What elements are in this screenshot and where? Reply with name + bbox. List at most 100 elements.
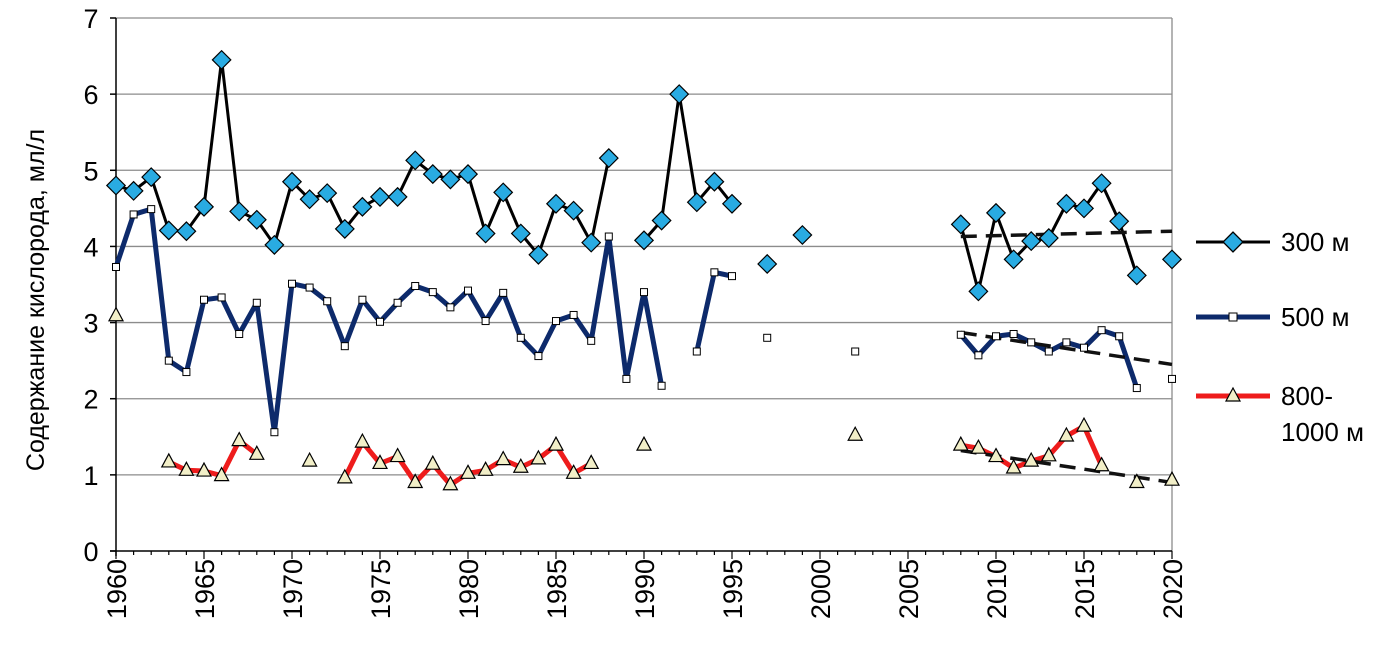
series-1-point-2008 — [956, 330, 965, 339]
series-1-point-1970 — [288, 279, 296, 288]
series-0-point-1960 — [105, 175, 127, 196]
series-2-point-2016 — [1093, 456, 1110, 472]
y-tick-label-7: 7 — [83, 4, 98, 34]
series-0-point-1992 — [669, 84, 690, 105]
series-0-point-1985 — [545, 193, 567, 214]
x-tick-label-1975: 1975 — [366, 559, 396, 619]
series-0-point-1962 — [141, 167, 162, 188]
series-1-point-1964 — [182, 368, 191, 377]
series-1-point-1997 — [763, 333, 772, 342]
x-tick-label-1995: 1995 — [718, 559, 748, 619]
legend-label-500: 500 м — [1281, 302, 1349, 332]
series-2-point-1980 — [459, 464, 477, 479]
series-1-point-1993 — [692, 347, 701, 356]
series-1-point-1979 — [446, 303, 455, 312]
y-tick-label-5: 5 — [83, 156, 98, 186]
x-tick-label-2020: 2020 — [1158, 559, 1188, 619]
series-0-point-2008 — [950, 214, 971, 235]
series-1-point-1975 — [376, 317, 384, 326]
series-1-point-1995 — [728, 272, 736, 281]
y-tick-label-4: 4 — [83, 232, 98, 262]
series-0-point-1988 — [598, 148, 619, 169]
series-2-point-2014 — [1058, 426, 1075, 442]
x-tick-label-1965: 1965 — [190, 559, 220, 619]
series-2-point-2020 — [1163, 470, 1181, 486]
series-2-point-1971 — [301, 451, 318, 467]
series-0-point-2020 — [1161, 249, 1183, 270]
series-0-point-2017 — [1109, 211, 1130, 232]
legend-marker-800-1000 — [1224, 386, 1242, 402]
series-1-point-1969 — [270, 428, 279, 437]
series-2-point-1987 — [583, 454, 600, 470]
y-tick-label-0: 0 — [83, 537, 98, 567]
series-0-point-1983 — [510, 223, 531, 244]
legend-marker-500 — [1228, 312, 1238, 322]
series-0-trend-line — [960, 229, 1173, 239]
series-0-point-1991 — [651, 210, 672, 231]
series-1-point-2002 — [851, 347, 860, 356]
series-0-point-1976 — [387, 186, 408, 207]
y-tick-label-2: 2 — [83, 385, 98, 415]
series-2-point-1976 — [389, 447, 406, 463]
series-0-point-2013 — [1038, 228, 1059, 249]
series-1-point-2010 — [992, 332, 1000, 341]
series-1-point-2012 — [1027, 338, 1036, 347]
series-2-point-1985 — [547, 435, 565, 451]
series-1-point-1989 — [622, 374, 631, 383]
series-0-point-1969 — [264, 234, 285, 255]
grid-lines — [116, 17, 1173, 551]
series-2-point-1990 — [635, 435, 653, 451]
series-2-point-1965 — [195, 461, 213, 477]
series-1-point-1988 — [604, 232, 613, 241]
series-0-point-2011 — [1003, 249, 1024, 270]
series-2-point-2009 — [970, 438, 987, 454]
series-2-point-1974 — [354, 432, 371, 448]
legend-item-500: 500 м — [1196, 302, 1349, 332]
legend-label-800-1000-line1: 800- — [1281, 381, 1333, 411]
series-0-point-1977 — [405, 150, 426, 171]
series-0-point-1997 — [757, 253, 778, 274]
series-0-point-1979 — [440, 169, 461, 190]
series-1-point-2011 — [1009, 329, 1018, 338]
series-1-point-2013 — [1044, 347, 1053, 356]
series-1-point-1980 — [464, 286, 472, 295]
series-2-point-1968 — [248, 445, 265, 460]
axes — [110, 17, 1173, 559]
series-2-point-1977 — [407, 473, 424, 489]
series-0-point-1980 — [457, 164, 479, 185]
series-2-point-2010 — [987, 447, 1005, 463]
x-tick-label-1970: 1970 — [278, 559, 308, 619]
series-1-point-1966 — [217, 293, 226, 302]
series-2-point-2002 — [847, 425, 864, 441]
y-tick-labels: 0 1 2 3 4 5 6 7 — [83, 4, 98, 567]
series-0-point-1963 — [158, 220, 179, 241]
series-1-point-2018 — [1132, 384, 1141, 393]
series-0-point-1990 — [633, 230, 655, 251]
series-2 — [107, 306, 1181, 491]
series-2-point-1966 — [213, 466, 230, 482]
series-2-point-1986 — [565, 464, 582, 479]
series-0-point-2014 — [1056, 193, 1077, 214]
y-tick-label-1: 1 — [83, 461, 98, 491]
series-1-point-2017 — [1115, 332, 1124, 341]
legend-marker-300 — [1222, 231, 1244, 253]
series-0-point-2018 — [1126, 265, 1147, 286]
series-0-point-1987 — [581, 232, 602, 253]
series-1-point-1976 — [393, 298, 402, 307]
series-0-point-1970 — [281, 171, 303, 192]
series-0-point-1965 — [193, 196, 215, 217]
series-2-point-2013 — [1040, 446, 1057, 462]
series-2-point-2011 — [1005, 458, 1022, 474]
series-2-point-1963 — [160, 452, 177, 468]
series-0-point-1995 — [721, 193, 743, 214]
series-1-point-1984 — [534, 352, 543, 361]
legend-item-300: 300 м — [1196, 227, 1349, 257]
x-tick-label-1960: 1960 — [102, 559, 132, 619]
series-1-point-2014 — [1062, 338, 1071, 347]
x-tick-label-2015: 2015 — [1070, 559, 1100, 619]
series-0-point-2010 — [985, 202, 1007, 223]
series-0-point-1978 — [422, 164, 443, 185]
series-1-point-1972 — [323, 297, 332, 306]
series-0-point-1986 — [563, 200, 584, 221]
